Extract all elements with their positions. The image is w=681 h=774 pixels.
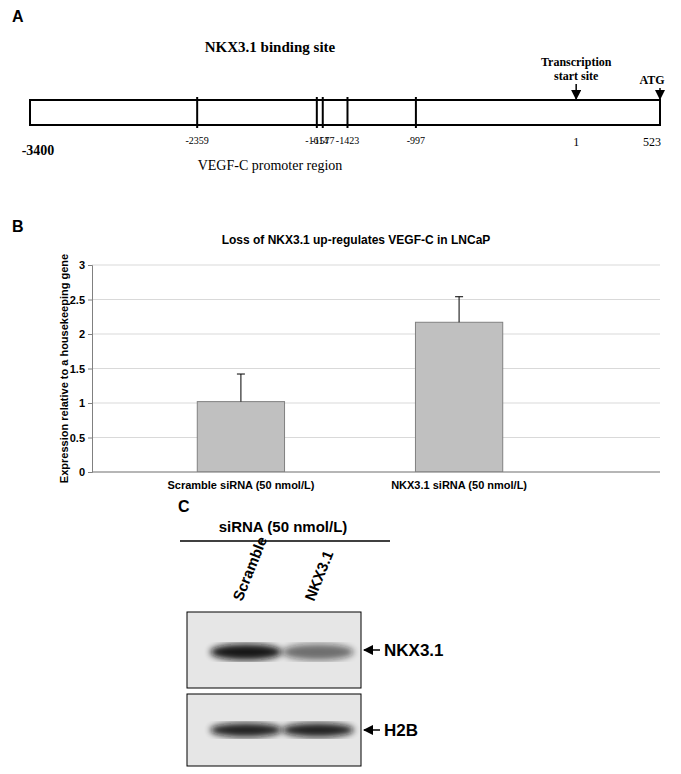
binding-site [322,97,324,128]
x-tick: Scramble siRNA (50 nmol/L) [167,472,314,491]
grid-line [92,472,660,473]
binding-site [346,97,348,128]
y-axis-line [88,266,93,473]
binding-site-label: -2359 [186,135,209,146]
grid-line [92,265,660,266]
bar [415,322,502,472]
band-arrow [364,729,380,731]
y-tick: 2 [79,328,92,340]
tss-arrow [575,84,577,99]
binding-site [415,97,417,128]
y-tick-label: 1 [79,397,85,409]
y-tick-label: 1.5 [70,363,85,375]
y-tick-label: 2.5 [70,294,85,306]
y-axis: 0 0.5 1 1.5 2 2.5 3 [70,259,93,478]
x-tick-label: NKX3.1 siRNA (50 nmol/L) [391,479,527,491]
y-tick-label: 2 [79,328,85,340]
panel-c: siRNA (50 nmol/L)Scramble NKX3.1 NKX3.1 H2B [180,518,444,766]
panel-b: Loss of NKX3.1 up-regulates VEGF-C in LN… [58,233,660,491]
grid-line [92,437,660,438]
y-axis-title: Expression relative to a housekeeping ge… [58,254,70,483]
panel-label: B [12,218,24,235]
band-label: NKX3.1 [384,641,444,660]
y-tick-mark [88,438,92,439]
y-tick-mark [88,369,92,370]
chart-title: Loss of NKX3.1 up-regulates VEGF-C in LN… [222,233,491,247]
band-arrow [364,649,380,651]
y-tick: 0 [79,466,92,478]
error-bar [237,374,245,402]
bars [197,297,502,472]
treatment-label: siRNA (50 nmol/L) [219,518,348,535]
blot-band [282,723,354,737]
treatment-bar [180,540,390,542]
band-label: H2B [384,721,418,740]
atg-position: 523 [643,135,661,149]
y-tick: 0.5 [70,432,92,444]
binding-site-label: -1423 [336,135,359,146]
blot-band [210,723,282,737]
x-axis: Scramble siRNA (50 nmol/L) NKX3.1 siRNA (… [92,472,660,491]
x-tick: NKX3.1 siRNA (50 nmol/L) [391,472,527,491]
start-label: -3400 [22,143,55,158]
grid-line [92,368,660,369]
bar [197,402,284,472]
y-tick-label: 0 [79,466,85,478]
diagram-caption: VEGF-C promoter region [198,158,343,173]
grid [92,265,660,472]
tss-label: Transcription [541,55,612,69]
y-tick: 1.5 [70,363,92,375]
panel-label: C [178,498,190,515]
binding-site-label: -997 [407,135,425,146]
grid-line [92,403,660,404]
y-tick-mark [88,334,92,335]
atg-arrow [659,88,661,99]
y-tick-mark [88,472,92,473]
lane-label: NKX3.1 [301,548,336,603]
panel-label: A [12,8,24,25]
y-tick-mark [88,265,92,266]
binding-site [316,97,318,128]
error-bar [455,297,463,323]
x-tick-label: Scramble siRNA (50 nmol/L) [167,479,314,491]
binding-site [196,97,198,128]
figure: ABCNKX3.1 binding site-2359-1614-1577-14… [0,0,681,774]
tss-label: start site [554,69,599,83]
promoter-box [30,100,660,125]
y-tick-mark [88,300,92,301]
panel-a: NKX3.1 binding site-2359-1614-1577-1423-… [22,39,665,173]
grid-line [92,334,660,335]
x-axis-line [92,472,660,473]
blot-band [210,644,282,660]
y-tick: 1 [79,397,92,409]
atg-label: ATG [639,73,664,87]
blot-band [282,644,354,660]
binding-site-label: -1577 [311,135,334,146]
y-tick-mark [88,403,92,404]
lane-label: Scramble [229,534,270,603]
y-tick-label: 3 [79,259,85,271]
y-tick: 3 [79,259,92,271]
y-tick: 2.5 [70,294,92,306]
blot-box [187,612,361,688]
blot-box [187,694,361,766]
grid-line [92,299,660,300]
y-tick-label: 0.5 [70,432,85,444]
diagram-title: NKX3.1 binding site [205,39,336,55]
tss-position: 1 [573,135,579,149]
